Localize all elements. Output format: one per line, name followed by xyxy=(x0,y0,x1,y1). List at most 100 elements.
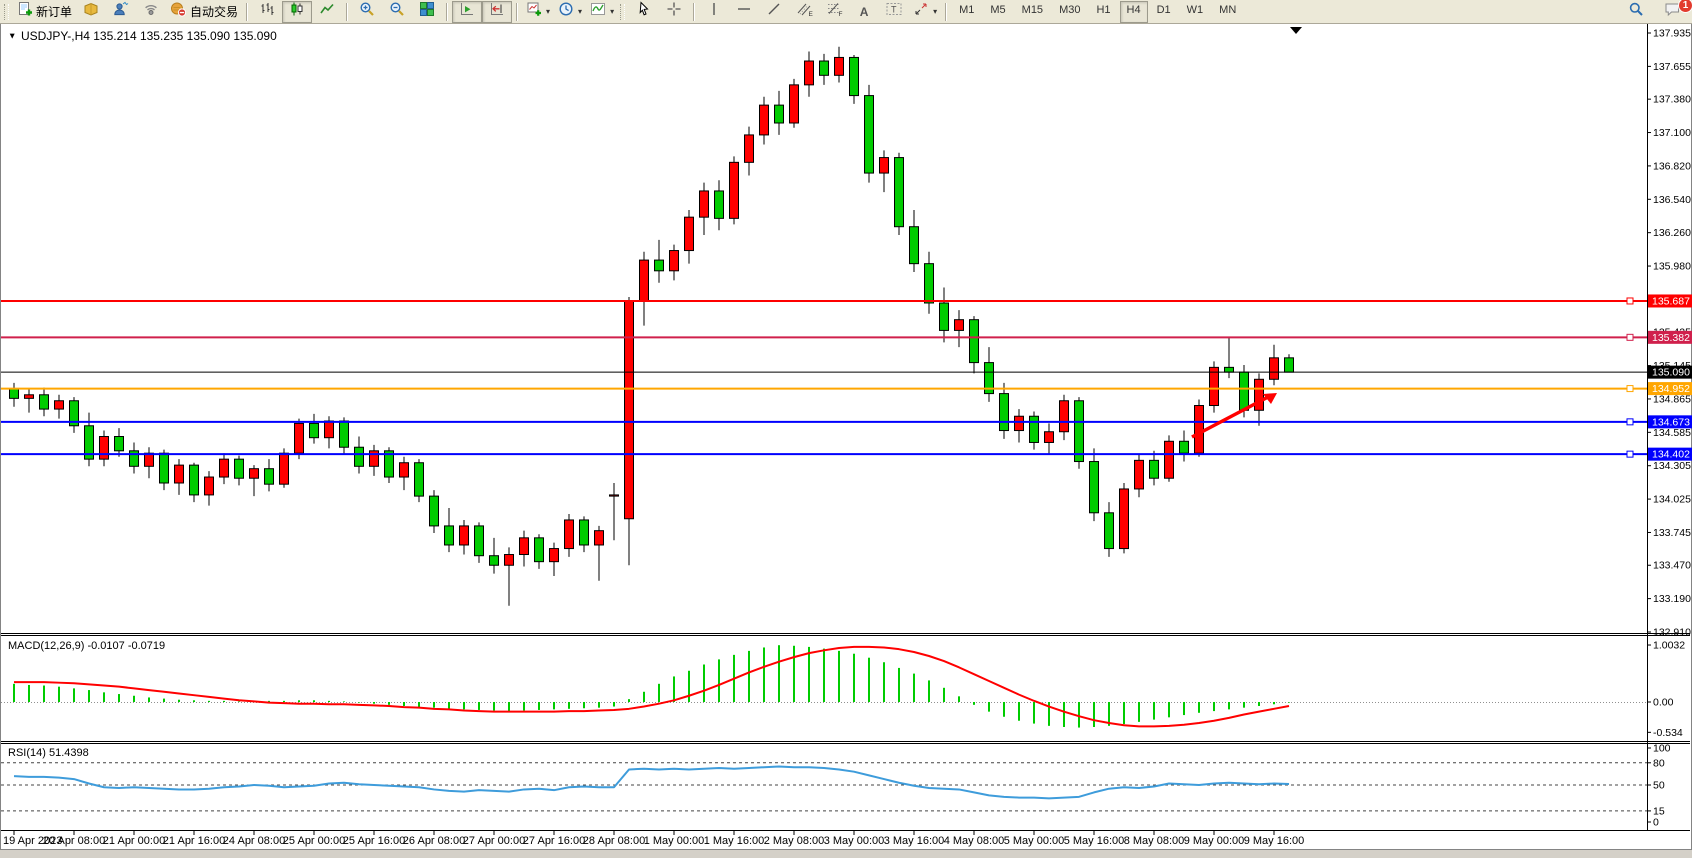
rsi-label: RSI(14) 51.4398 xyxy=(8,747,89,759)
auto-scroll-button[interactable] xyxy=(452,0,483,23)
candle xyxy=(1269,357,1279,380)
timeframe-D1[interactable]: D1 xyxy=(1156,3,1171,16)
text-label-tool-button[interactable]: T xyxy=(879,1,909,23)
timeframe-W1[interactable]: W1 xyxy=(1186,3,1204,16)
annotation-arrow[interactable] xyxy=(1191,393,1277,439)
candle xyxy=(624,300,634,520)
time-label: 28 Apr 08:00 xyxy=(583,835,645,847)
rsi-tick-label: 100 xyxy=(1653,743,1671,755)
price-tick-label: 137.380 xyxy=(1653,94,1691,106)
text-tool-button[interactable]: A xyxy=(849,1,879,23)
cursor-tool-button[interactable] xyxy=(629,1,659,23)
price-tick-label: 134.025 xyxy=(1653,494,1691,506)
chart-shift-marker xyxy=(1290,27,1302,34)
timeframe-M15[interactable]: M15 xyxy=(1021,3,1044,16)
timeframe-H4[interactable]: H4 xyxy=(1119,0,1148,23)
notifications-button[interactable]: 1 xyxy=(1657,0,1692,23)
arrow-shaft[interactable] xyxy=(1191,394,1271,439)
hline-handle[interactable] xyxy=(1626,418,1634,426)
timeframe-MN[interactable]: MN xyxy=(1219,3,1237,16)
time-label: 19 Apr 2023 xyxy=(3,835,62,847)
candle xyxy=(204,476,214,496)
chevron-down-icon: ▾ xyxy=(578,7,583,16)
equidistant-channel-tool-button[interactable]: E xyxy=(789,1,819,23)
candle xyxy=(1209,366,1219,407)
svg-text:T: T xyxy=(891,5,897,15)
new-chart-button[interactable]: ▾ xyxy=(522,1,554,23)
candle xyxy=(984,362,994,395)
candle xyxy=(849,56,859,97)
time-label: 1 May 16:00 xyxy=(704,835,765,847)
chart-shift-button[interactable] xyxy=(482,0,513,23)
candle xyxy=(594,530,604,546)
time-label: 3 May 00:00 xyxy=(824,835,885,847)
line-chart-mode-button[interactable] xyxy=(312,1,342,23)
arrow-head[interactable] xyxy=(1263,393,1277,404)
text-label-icon: T xyxy=(885,1,903,22)
channel-icon: E xyxy=(796,1,813,22)
auto-scroll-icon xyxy=(459,1,475,22)
candlestick-chart-icon xyxy=(289,1,305,22)
bar-chart-mode-button[interactable] xyxy=(252,1,282,23)
time-label: 25 Apr 00:00 xyxy=(283,835,345,847)
rsi-tick-label: 80 xyxy=(1653,757,1665,769)
chart-canvas[interactable]: 137.935 137.655 137.380 137.100 136.820 136.5… xyxy=(0,23,1692,853)
macd-signal-line xyxy=(14,645,1290,728)
candle xyxy=(1059,400,1069,433)
tile-windows-icon xyxy=(419,1,435,22)
candle xyxy=(144,452,154,467)
candle-chart-mode-button[interactable] xyxy=(282,0,313,23)
zoom-in-button[interactable] xyxy=(352,1,382,23)
candle xyxy=(1284,357,1294,373)
candle xyxy=(579,519,589,546)
horizontal-line-tool-button[interactable] xyxy=(729,1,759,23)
timeframe-M1[interactable]: M1 xyxy=(959,3,975,16)
candle xyxy=(684,216,694,252)
rsi-tick-label: 0 xyxy=(1653,817,1659,829)
timeframe-M30[interactable]: M30 xyxy=(1059,3,1081,16)
candle xyxy=(114,436,124,452)
candle xyxy=(924,263,934,304)
tile-windows-button[interactable] xyxy=(412,1,442,23)
price-lines: 135.687 135.382 135.090 134.952 134.673 134.4… xyxy=(1,294,1692,461)
candle xyxy=(1164,440,1174,479)
candle xyxy=(309,422,319,439)
macd-tick-label: 1.0032 xyxy=(1653,640,1685,652)
candle xyxy=(894,157,904,228)
new-order-button[interactable]: 新订单 xyxy=(13,1,76,23)
macd-label: MACD(12,26,9) -0.0107 -0.0719 xyxy=(8,640,165,652)
candle xyxy=(1179,440,1189,454)
candle xyxy=(804,60,814,86)
indicators-button[interactable]: ▾ xyxy=(586,1,618,23)
timeframe-H1[interactable]: H1 xyxy=(1096,3,1111,16)
search-button[interactable] xyxy=(1621,1,1651,23)
time-label: 2 May 08:00 xyxy=(764,835,825,847)
candle xyxy=(549,548,559,563)
signals-button[interactable] xyxy=(136,1,166,23)
price-tick-label: 134.865 xyxy=(1653,393,1691,405)
arrows-tool-button[interactable]: ▾ xyxy=(909,1,941,23)
hline-handle[interactable] xyxy=(1626,333,1634,341)
metaeditor-button[interactable] xyxy=(106,1,136,23)
candle xyxy=(774,104,784,124)
price-line-label-box xyxy=(1648,294,1692,308)
history-center-button[interactable] xyxy=(76,1,106,23)
candle xyxy=(1014,415,1024,432)
chart-window: 137.935 137.655 137.380 137.100 136.820 136.5… xyxy=(0,23,1692,858)
zoom-out-button[interactable] xyxy=(382,1,412,23)
timeframe-M5[interactable]: M5 xyxy=(990,3,1006,16)
fibonacci-tool-button[interactable]: F xyxy=(819,1,849,23)
crosshair-tool-button[interactable] xyxy=(659,1,689,23)
period-button[interactable]: ▾ xyxy=(554,1,586,23)
hline-handle[interactable] xyxy=(1626,297,1634,305)
price-line-label-box xyxy=(1648,330,1692,344)
hline-handle[interactable] xyxy=(1626,385,1634,393)
hline-handle[interactable] xyxy=(1626,450,1634,458)
price-tick-label: 134.305 xyxy=(1653,460,1691,472)
trendline-tool-button[interactable] xyxy=(759,1,789,23)
autotrading-button[interactable]: 自动交易 xyxy=(166,1,242,23)
vertical-line-tool-button[interactable] xyxy=(699,1,729,23)
arrows-icon xyxy=(913,1,929,22)
price-line-label-box xyxy=(1648,447,1692,461)
